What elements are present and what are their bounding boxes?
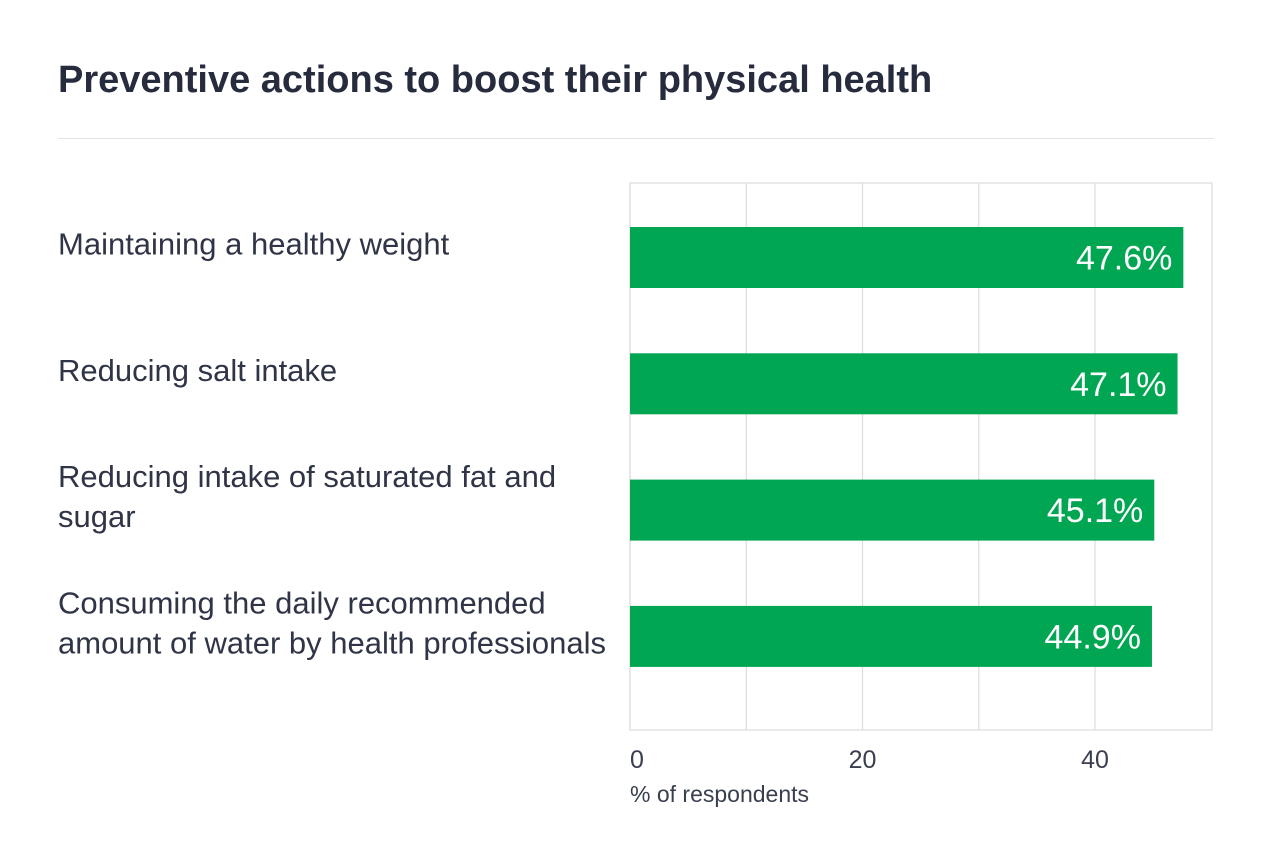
x-axis-label: % of respondents — [630, 781, 809, 807]
bar — [630, 479, 1155, 541]
bar-value-label: 44.9% — [1045, 618, 1141, 656]
category-label: Reducing salt intake — [58, 353, 337, 388]
bar-value-label: 47.1% — [1070, 366, 1166, 404]
x-tick-label: 40 — [1081, 746, 1109, 774]
category-label-layer: Maintaining a healthy weight Reducing sal… — [58, 227, 606, 661]
bar — [630, 227, 1184, 288]
bar-layer: 47.6% 47.1% 45.1% 44.9% — [630, 227, 1184, 667]
category-label: Consuming the daily recommended amount of… — [58, 585, 606, 660]
category-label: Maintaining a healthy weight — [58, 227, 450, 262]
category-label: Reducing intake of saturated fat and suga… — [58, 459, 556, 534]
bar — [630, 605, 1152, 667]
tick-layer: 0 20 40 — [630, 746, 1109, 774]
bar-value-label: 47.6% — [1076, 240, 1172, 278]
bar — [630, 353, 1178, 415]
x-tick-label: 0 — [630, 746, 644, 774]
x-tick-label: 20 — [849, 746, 877, 774]
chart-title: Preventive actions to boost their physic… — [58, 59, 933, 101]
title-divider — [58, 138, 1214, 139]
bar-value-label: 45.1% — [1047, 492, 1143, 530]
